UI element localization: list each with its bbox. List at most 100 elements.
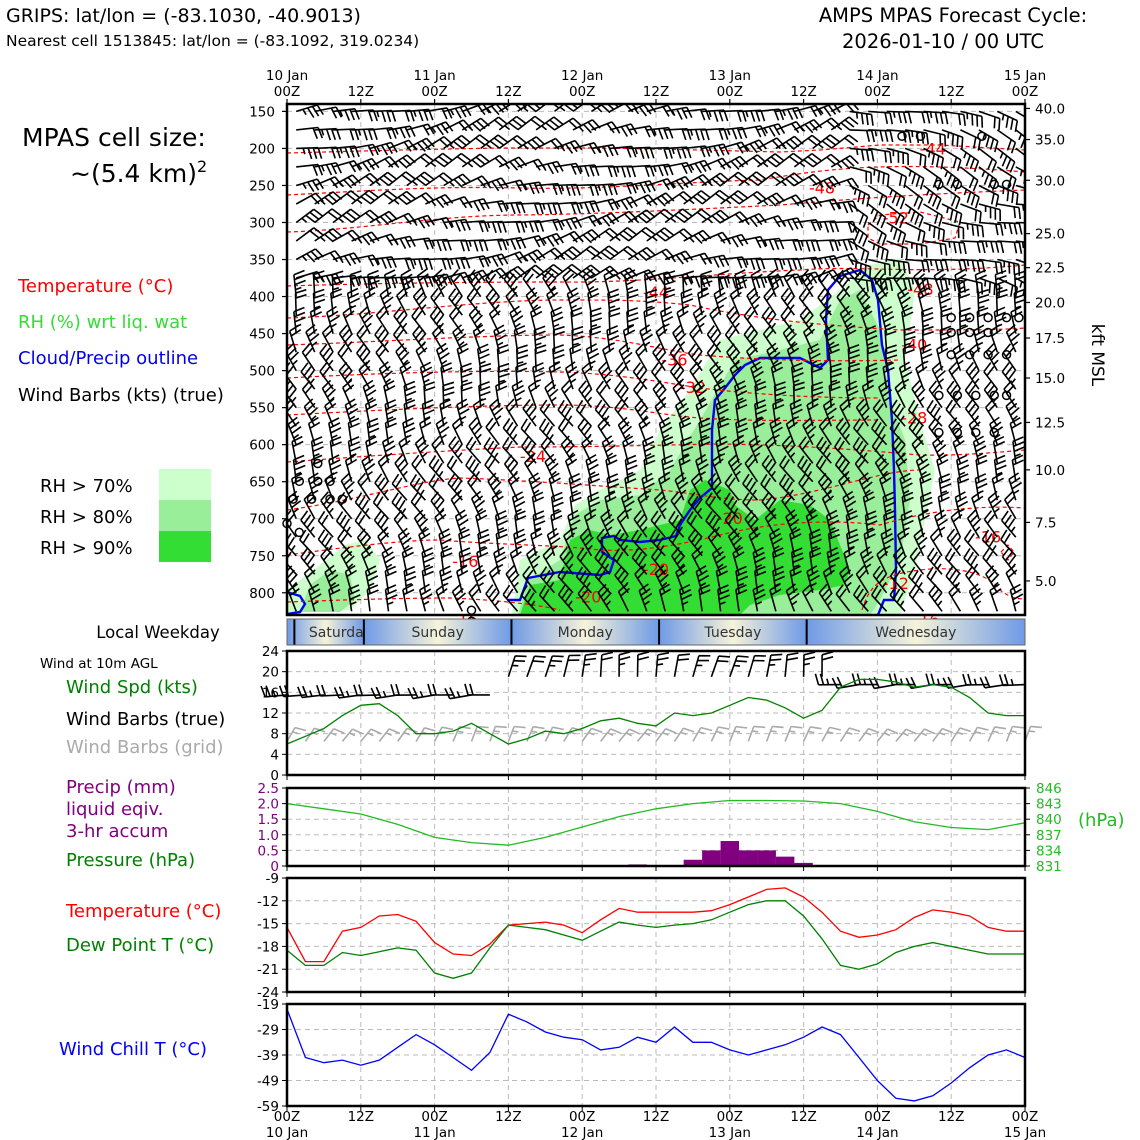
upper-wind-barb bbox=[849, 221, 868, 247]
upper-wind-barb bbox=[443, 152, 471, 168]
true-wind-barb bbox=[673, 653, 690, 677]
upper-wind-barb bbox=[349, 270, 362, 297]
upper-wind-barb bbox=[828, 380, 841, 408]
upper-wind-barb bbox=[683, 275, 711, 288]
upper-wind-barb bbox=[726, 306, 741, 335]
calm-wind-circle bbox=[337, 494, 348, 504]
true-wind-barb bbox=[636, 651, 650, 677]
time-tick-label-bottom: 12Z bbox=[643, 1109, 669, 1125]
upper-wind-barb bbox=[668, 510, 685, 538]
upper-wind-barb bbox=[761, 491, 777, 520]
upper-wind-barb bbox=[1004, 491, 1017, 520]
upper-wind-barb bbox=[801, 490, 816, 520]
upper-wind-barb bbox=[809, 547, 822, 575]
upper-wind-barb bbox=[448, 436, 463, 464]
y-tick-label: 0 bbox=[270, 768, 279, 784]
upper-wind-barb bbox=[738, 212, 767, 228]
upper-wind-barb bbox=[293, 306, 306, 334]
weekday-name: Tuesday bbox=[703, 625, 761, 641]
upper-wind-barb bbox=[307, 472, 322, 501]
upper-wind-barb bbox=[536, 202, 563, 215]
calm-wind-circle bbox=[1001, 349, 1012, 360]
wind10-barbs-label: Wind Barbs (true) bbox=[66, 709, 225, 730]
upper-wind-barb bbox=[727, 527, 743, 557]
upper-wind-barb bbox=[709, 361, 724, 390]
upper-wind-barb bbox=[587, 473, 601, 501]
upper-wind-barb bbox=[331, 270, 344, 297]
upper-wind-barb bbox=[997, 258, 1021, 276]
calm-wind-circle bbox=[964, 312, 975, 323]
upper-wind-barb bbox=[375, 306, 390, 335]
upper-wind-barb bbox=[941, 277, 966, 293]
upper-wind-barb bbox=[773, 381, 787, 408]
upper-wind-barb bbox=[680, 288, 694, 316]
upper-wind-barb bbox=[440, 547, 453, 575]
upper-wind-barb bbox=[632, 362, 648, 390]
upper-wind-barb bbox=[652, 380, 667, 409]
upper-wind-barb bbox=[609, 267, 638, 282]
weekday-name: Sunday bbox=[411, 625, 463, 641]
upper-wind-barb bbox=[383, 269, 397, 297]
upper-wind-barb bbox=[384, 584, 398, 612]
upper-wind-barb bbox=[775, 217, 804, 231]
upper-wind-barb bbox=[690, 472, 703, 501]
upper-wind-barb bbox=[614, 565, 629, 594]
upper-wind-barb bbox=[915, 453, 930, 482]
date-tick-label-top: 10 Jan bbox=[266, 68, 308, 84]
upper-wind-barb bbox=[358, 361, 371, 390]
upper-wind-barb bbox=[695, 565, 710, 594]
upper-wind-barb bbox=[521, 436, 537, 464]
upper-wind-barb bbox=[700, 270, 713, 297]
upper-wind-barb bbox=[993, 306, 1007, 334]
upper-wind-barb bbox=[882, 361, 895, 390]
legend-cloud: Cloud/Precip outline bbox=[18, 348, 198, 369]
upper-wind-barb bbox=[744, 509, 759, 538]
time-tick-label-top: 12Z bbox=[938, 84, 964, 100]
upper-wind-barb bbox=[793, 134, 822, 150]
upper-wind-barb bbox=[384, 417, 398, 445]
calm-wind-circle bbox=[934, 179, 944, 190]
upper-wind-barb bbox=[794, 239, 821, 252]
upper-wind-barb bbox=[428, 473, 445, 501]
calm-wind-circle bbox=[1001, 390, 1012, 401]
true-wind-barb bbox=[851, 673, 878, 686]
date-tick-label-top: 15 Jan bbox=[1004, 68, 1046, 84]
upper-wind-barb bbox=[403, 565, 417, 593]
kft-tick-label: 5.0 bbox=[1035, 574, 1056, 590]
upper-wind-barb bbox=[502, 418, 519, 446]
precip-bar bbox=[683, 859, 703, 866]
upper-wind-barb bbox=[687, 528, 703, 557]
pressure-tick-label: 700 bbox=[249, 512, 275, 528]
upper-wind-barb bbox=[928, 584, 943, 612]
upper-wind-barb bbox=[689, 324, 703, 353]
calm-wind-circle bbox=[294, 476, 305, 487]
upper-wind-barb bbox=[654, 398, 667, 427]
upper-wind-barb bbox=[726, 343, 741, 372]
upper-wind-barb bbox=[447, 473, 463, 501]
upper-wind-barb bbox=[683, 208, 711, 224]
upper-wind-barb bbox=[825, 509, 840, 538]
precip-bar bbox=[702, 850, 721, 866]
temperature-line bbox=[286, 887, 1025, 963]
upper-wind-barb bbox=[717, 269, 730, 297]
upper-wind-barb bbox=[715, 435, 729, 464]
upper-wind-barb bbox=[763, 287, 777, 316]
upper-wind-barb bbox=[467, 269, 482, 298]
calm-wind-circle bbox=[1001, 312, 1012, 323]
upper-wind-barb bbox=[493, 324, 507, 353]
upper-wind-barb bbox=[738, 257, 766, 270]
calm-wind-circle bbox=[971, 427, 981, 438]
grid-wind-barb bbox=[839, 727, 861, 742]
true-wind-barb bbox=[427, 683, 454, 696]
upper-wind-barb bbox=[369, 171, 398, 187]
upper-wind-barb bbox=[652, 343, 667, 372]
upper-wind-barb bbox=[499, 236, 527, 251]
upper-wind-barb bbox=[470, 490, 486, 520]
upper-wind-barb bbox=[591, 198, 619, 211]
weekday-segment bbox=[659, 619, 807, 645]
upper-wind-barb bbox=[853, 584, 869, 612]
upper-wind-barb bbox=[572, 245, 600, 261]
legend-rh90-swatch bbox=[159, 531, 211, 562]
upper-wind-barb bbox=[876, 546, 889, 575]
upper-wind-barb bbox=[978, 184, 1000, 207]
